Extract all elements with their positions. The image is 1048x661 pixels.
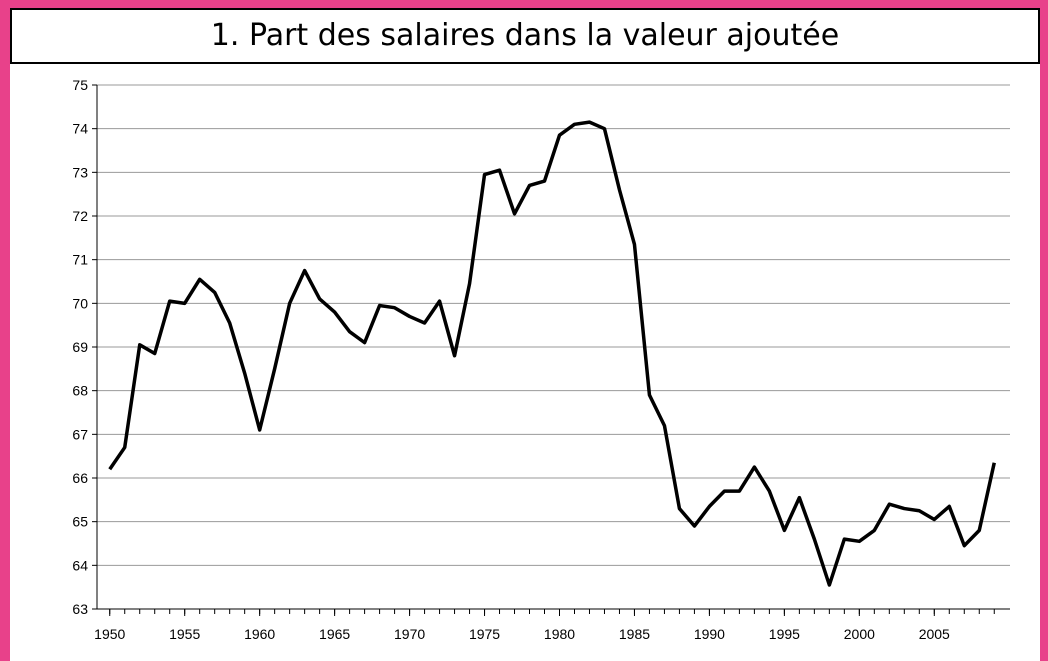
x-tick-label: 1990: [694, 626, 725, 642]
y-tick-label: 70: [72, 295, 88, 311]
x-tick-label: 1975: [469, 626, 500, 642]
x-tick-label: 1955: [169, 626, 200, 642]
y-tick-label: 71: [72, 252, 88, 268]
x-tick-label: 1970: [394, 626, 425, 642]
y-tick-label: 74: [72, 121, 88, 137]
x-tick-label: 1950: [94, 626, 125, 642]
y-tick-label: 69: [72, 339, 88, 355]
x-tick-label: 1985: [619, 626, 650, 642]
y-tick-label: 65: [72, 514, 88, 530]
x-tick-label: 1965: [319, 626, 350, 642]
x-tick-label: 1960: [244, 626, 275, 642]
frame: [10, 8, 1040, 661]
y-tick-label: 75: [72, 77, 88, 93]
line-series: [108, 120, 996, 587]
x-tick-label: 2005: [919, 626, 950, 642]
y-tick-label: 67: [72, 426, 88, 442]
y-tick-label: 72: [72, 208, 88, 224]
chart-title: 1. Part des salaires dans la valeur ajou…: [10, 8, 1040, 64]
y-tick-label: 73: [72, 164, 88, 180]
x-tick-label: 1995: [769, 626, 800, 642]
y-tick-label: 64: [72, 557, 88, 573]
x-tick-label: 2000: [844, 626, 875, 642]
x-tick-label: 1980: [544, 626, 575, 642]
y-tick-label: 68: [72, 383, 88, 399]
y-tick-label: 63: [72, 601, 88, 617]
y-tick-label: 66: [72, 470, 88, 486]
